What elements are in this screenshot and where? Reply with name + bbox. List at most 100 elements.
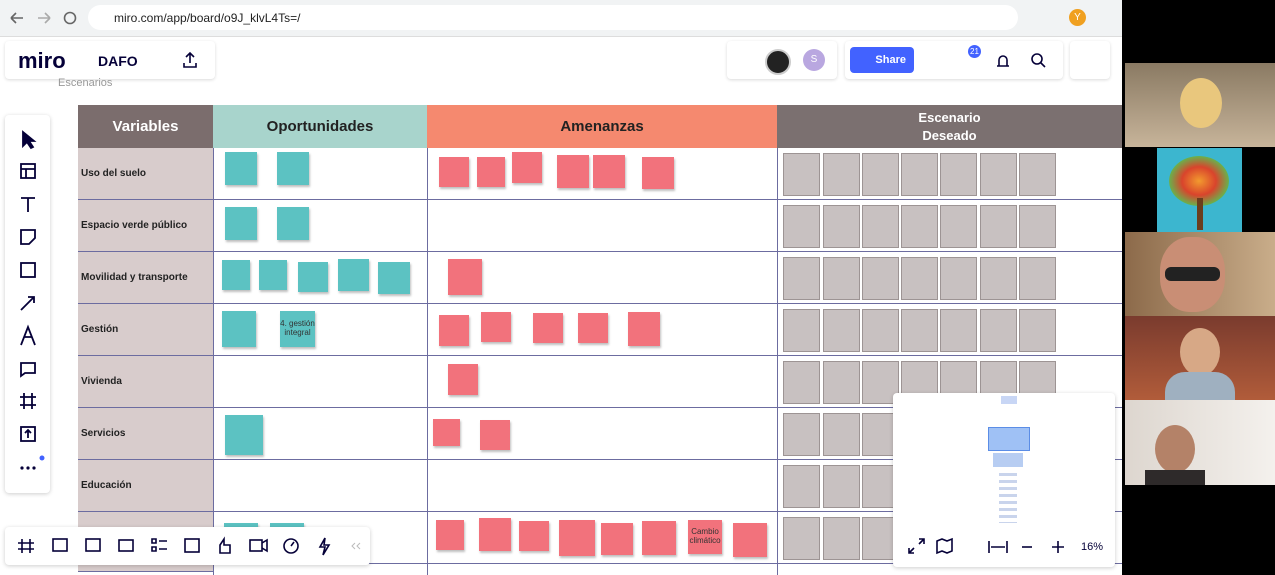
sticky-note	[480, 420, 510, 450]
left-toolbar	[5, 115, 50, 493]
board-header: miro DAFO	[5, 41, 215, 79]
placeholder-square	[980, 309, 1017, 352]
minimap-frame	[993, 453, 1023, 467]
sticky-note	[225, 415, 263, 455]
sticky-note	[225, 152, 257, 185]
row-line	[213, 511, 1122, 512]
placeholder-square	[783, 153, 820, 196]
header-cell: Amenanzas	[427, 105, 777, 148]
bottom-icons[interactable]	[5, 527, 370, 565]
placeholder-square	[901, 257, 938, 300]
placeholder-square	[823, 153, 860, 196]
placeholder-square	[823, 517, 860, 560]
video-tile[interactable]	[1125, 400, 1275, 485]
placeholder-square	[980, 205, 1017, 248]
placeholder-square	[901, 153, 938, 196]
notes-button[interactable]	[1070, 41, 1110, 79]
placeholder-square	[862, 205, 899, 248]
placeholder-square	[1019, 153, 1056, 196]
row-line	[213, 355, 1122, 356]
address-bar[interactable]: miro.com/app/board/o9J_klvL4Ts=/	[88, 5, 1018, 30]
sticky-note	[557, 155, 589, 188]
frame-label: Escenarios	[58, 77, 113, 89]
sticky-note	[481, 312, 511, 342]
row-line	[213, 407, 1122, 408]
placeholder-square	[980, 257, 1017, 300]
url: miro.com/app/board/o9J_klvL4Ts=/	[114, 11, 301, 25]
placeholder-square	[783, 413, 820, 456]
minimap-frame	[1001, 396, 1017, 404]
placeholder-square	[783, 361, 820, 404]
sticky-note	[628, 312, 660, 346]
sticky-note	[259, 260, 287, 290]
sticky-note	[578, 313, 608, 343]
row-line	[213, 303, 1122, 304]
placeholder-square	[901, 205, 938, 248]
sticky-note: Cambio climático	[688, 520, 722, 554]
placeholder-square	[783, 465, 820, 508]
notification-badge: 21	[968, 45, 981, 58]
placeholder-square	[940, 153, 977, 196]
sticky-note	[277, 207, 309, 240]
avatar[interactable]	[765, 49, 791, 75]
placeholder-square	[823, 205, 860, 248]
placeholder-square	[783, 309, 820, 352]
collaborators: S	[727, 41, 837, 79]
sticky-note	[222, 311, 256, 347]
profile-avatar[interactable]: Y	[1069, 9, 1086, 26]
sticky-note	[439, 315, 469, 346]
column-line	[777, 148, 778, 575]
placeholder-square	[940, 205, 977, 248]
video-tile[interactable]	[1157, 148, 1242, 232]
minimap-frame	[999, 473, 1017, 523]
sticky-note	[439, 157, 469, 187]
minimap-viewport	[988, 427, 1030, 451]
nav-buttons[interactable]	[8, 9, 78, 27]
sticky-note: 4. gestión integral	[280, 311, 315, 347]
sticky-note	[533, 313, 563, 343]
placeholder-square	[901, 309, 938, 352]
logo[interactable]: miro	[18, 48, 66, 73]
board-name[interactable]: DAFO	[98, 53, 138, 69]
row-line	[213, 459, 1122, 460]
zoom-level: 16%	[1081, 541, 1104, 553]
placeholder-square	[823, 465, 860, 508]
sticky-note	[642, 521, 676, 555]
placeholder-square	[823, 257, 860, 300]
bottom-toolbar	[5, 527, 370, 565]
share-button[interactable]: Share	[850, 47, 914, 73]
browser-bar: miro.com/app/board/o9J_klvL4Ts=/ Y	[0, 0, 1122, 37]
variable-cell: Uso del suelo	[78, 148, 213, 200]
sticky-note	[519, 521, 549, 551]
icons[interactable]	[995, 52, 1055, 70]
row-line	[213, 199, 1122, 200]
placeholder-square	[783, 517, 820, 560]
sticky-note	[733, 523, 767, 557]
placeholder-square	[862, 361, 899, 404]
placeholder-square	[862, 413, 899, 456]
sticky-note	[378, 262, 410, 294]
tool-icons[interactable]	[5, 115, 50, 493]
placeholder-square	[862, 153, 899, 196]
video-tile[interactable]	[1125, 63, 1275, 147]
header-line: Deseado	[922, 127, 977, 143]
column-line	[213, 148, 214, 575]
variable-cell: Movilidad y transporte	[78, 252, 213, 304]
video-tile[interactable]	[1125, 316, 1275, 400]
header-line: Escenario	[918, 109, 981, 125]
placeholder-square	[823, 309, 860, 352]
avatar[interactable]: S	[803, 49, 825, 71]
export-icon[interactable]	[181, 51, 199, 69]
column-line	[427, 148, 428, 575]
placeholder-square	[1019, 309, 1056, 352]
header-cell: Oportunidades	[213, 105, 427, 148]
variable-cell: Servicios	[78, 408, 213, 460]
video-panel	[1122, 0, 1275, 575]
placeholder-square	[862, 465, 899, 508]
zoom-controls[interactable]	[907, 537, 1077, 555]
placeholder-square	[1019, 205, 1056, 248]
sticky-note	[559, 520, 595, 556]
variable-cell: Educación	[78, 460, 213, 512]
video-tile[interactable]	[1125, 232, 1275, 316]
